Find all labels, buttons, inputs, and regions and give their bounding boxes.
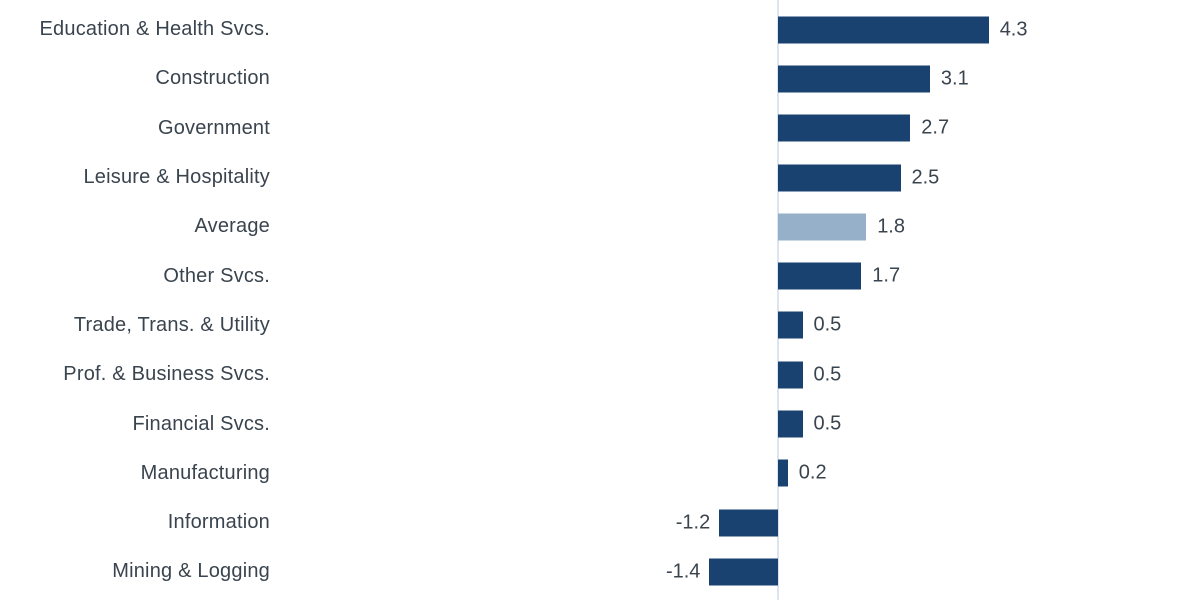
- bar: [778, 361, 803, 389]
- category-label: Financial Svcs.: [132, 412, 270, 435]
- chart-rows: Education & Health Svcs. 4.3 Constructio…: [0, 5, 1200, 597]
- value-label: 4.3: [999, 18, 1028, 41]
- chart-row: Construction 3.1: [0, 54, 1200, 103]
- bar: [778, 164, 901, 192]
- category-label: Other Svcs.: [163, 264, 270, 287]
- category-label: Trade, Trans. & Utility: [73, 313, 270, 336]
- chart-row: Mining & Logging -1.4: [0, 547, 1200, 596]
- plot-area: 0.5: [270, 399, 1200, 448]
- chart-row: Other Svcs. 1.7: [0, 251, 1200, 300]
- chart-row: Government 2.7: [0, 104, 1200, 153]
- chart-row: Manufacturing 0.2: [0, 449, 1200, 498]
- bar: [778, 262, 862, 290]
- plot-area: 1.8: [270, 202, 1200, 251]
- category-label: Education & Health Svcs.: [39, 18, 270, 41]
- plot-area: 0.2: [270, 449, 1200, 498]
- category-label: Leisure & Hospitality: [83, 166, 270, 189]
- value-label: 2.5: [911, 166, 940, 189]
- chart-row: Leisure & Hospitality 2.5: [0, 153, 1200, 202]
- value-label: 1.8: [877, 215, 905, 238]
- category-label: Prof. & Business Svcs.: [63, 363, 270, 386]
- category-label: Average: [194, 215, 270, 238]
- category-label: Construction: [155, 67, 270, 90]
- bar: [778, 213, 867, 241]
- bar: [709, 558, 778, 586]
- value-label: -1.4: [665, 560, 701, 583]
- chart-row: Education & Health Svcs. 4.3: [0, 5, 1200, 54]
- plot-area: 2.5: [270, 153, 1200, 202]
- value-label: 3.1: [940, 67, 969, 90]
- bar: [778, 65, 930, 93]
- value-label: 2.7: [921, 116, 950, 139]
- chart-row: Financial Svcs. 0.5: [0, 399, 1200, 448]
- bar: [778, 459, 788, 487]
- value-label: 1.7: [872, 264, 901, 287]
- category-label: Information: [167, 511, 270, 534]
- bar: [778, 114, 911, 142]
- value-label: 0.5: [813, 363, 842, 386]
- chart-row: Trade, Trans. & Utility 0.5: [0, 301, 1200, 350]
- plot-area: 0.5: [270, 301, 1200, 350]
- bar: [778, 410, 803, 438]
- bar: [778, 311, 803, 339]
- chart-row: Information -1.2: [0, 498, 1200, 547]
- plot-area: 2.7: [270, 104, 1200, 153]
- value-label: 0.2: [798, 461, 827, 484]
- plot-area: 3.1: [270, 54, 1200, 103]
- category-label: Mining & Logging: [112, 560, 270, 583]
- category-label: Manufacturing: [140, 461, 270, 484]
- value-label: 0.5: [813, 412, 842, 435]
- plot-area: 0.5: [270, 350, 1200, 399]
- plot-area: -1.2: [270, 498, 1200, 547]
- chart-row: Prof. & Business Svcs. 0.5: [0, 350, 1200, 399]
- plot-area: 4.3: [270, 5, 1200, 54]
- plot-area: 1.7: [270, 251, 1200, 300]
- category-label: Government: [157, 116, 270, 139]
- value-label: 0.5: [813, 313, 842, 336]
- chart-row: Average 1.8: [0, 202, 1200, 251]
- zero-axis-line: [777, 0, 779, 600]
- plot-area: -1.4: [270, 547, 1200, 596]
- value-label: -1.2: [675, 511, 711, 534]
- bar: [719, 509, 778, 537]
- bar: [778, 16, 989, 44]
